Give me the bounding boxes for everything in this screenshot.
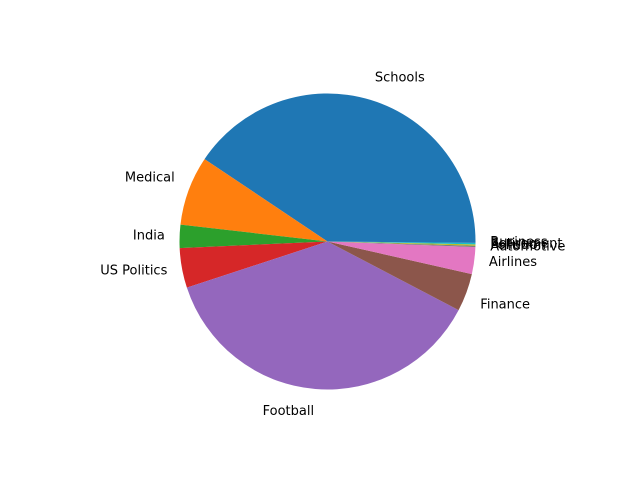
pie-label-retirement: Retirement bbox=[490, 236, 562, 251]
pie-slices bbox=[179, 93, 476, 390]
pie-label-medical: Medical bbox=[125, 170, 175, 185]
pie-slice-india bbox=[179, 224, 328, 249]
pie-label-football: Football bbox=[263, 404, 314, 419]
pie-slice-business bbox=[327, 241, 476, 243]
pie-label-finance: Finance bbox=[480, 298, 530, 313]
pie-label-business: Business bbox=[490, 235, 548, 250]
pie-slice-retirement bbox=[327, 241, 476, 245]
pie-slice-pollution bbox=[327, 241, 476, 246]
pie-slice-finance bbox=[327, 241, 472, 311]
pie-label-automotive: Automotive bbox=[490, 239, 565, 254]
pie-label-us-politics: US Politics bbox=[100, 263, 167, 278]
pie-slice-automotive bbox=[327, 241, 476, 248]
pie-labels: Schools Medical India US Politics Football Fi… bbox=[100, 71, 565, 419]
pie-label-schools: Schools bbox=[375, 71, 425, 86]
pie-label-pollution: Pollution bbox=[490, 238, 546, 253]
pie-slice-us-politics bbox=[179, 241, 328, 288]
pie-label-airlines: Airlines bbox=[489, 255, 537, 270]
pie-slice-schools bbox=[204, 93, 476, 242]
pie-slice-medical bbox=[180, 159, 328, 242]
pie-label-india: India bbox=[133, 228, 165, 243]
pie-slice-football bbox=[186, 241, 459, 390]
pie-slice-airlines bbox=[327, 241, 476, 275]
